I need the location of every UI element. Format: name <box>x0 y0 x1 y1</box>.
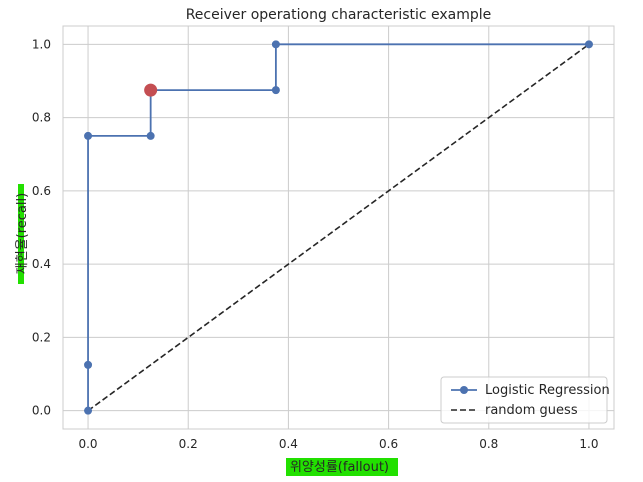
legend-label-random-guess: random guess <box>485 403 578 418</box>
legend: Logistic Regression random guess <box>440 376 610 424</box>
y-tick-label: 0.8 <box>32 111 51 125</box>
y-axis-label: 재현율(recall) <box>15 193 30 274</box>
y-tick-label: 0.0 <box>32 404 51 418</box>
series-line-logistic-regression <box>87 43 589 411</box>
x-tick-label: 1.0 <box>579 437 598 451</box>
x-tick-label: 0.6 <box>379 437 398 451</box>
x-tick-label: 0.0 <box>78 437 97 451</box>
grid <box>63 26 614 429</box>
x-tick-label: 0.8 <box>479 437 498 451</box>
y-axis-label-highlight <box>18 184 24 284</box>
y-tick-label: 0.2 <box>32 330 51 344</box>
series-line-random-guess <box>87 43 590 412</box>
y-tick-label: 0.4 <box>32 257 51 271</box>
data-point <box>84 131 93 140</box>
data-point <box>84 360 93 369</box>
x-tick-label: 0.2 <box>179 437 198 451</box>
plot-frame <box>62 25 615 430</box>
series-layer <box>84 40 593 415</box>
data-point <box>146 131 155 140</box>
data-point <box>584 40 593 49</box>
y-tick-label: 0.6 <box>32 184 51 198</box>
data-point <box>271 86 280 95</box>
x-axis-label-highlight <box>286 458 398 476</box>
legend-box <box>440 376 608 424</box>
data-point <box>271 40 280 49</box>
chart-title: Receiver operationg characteristic examp… <box>186 7 492 23</box>
x-axis-label: 위양성률(fallout) <box>290 460 389 475</box>
tick-labels: 0.0 0.2 0.4 0.6 0.8 1.0 0.0 0.2 0.4 0.6 0.8 1.0 <box>32 37 599 451</box>
legend-marker-logistic-regression <box>460 386 468 394</box>
x-tick-label: 0.4 <box>279 437 298 451</box>
legend-label-logistic-regression: Logistic Regression <box>485 383 610 398</box>
data-point <box>84 406 93 415</box>
y-tick-label: 1.0 <box>32 37 51 51</box>
highlight-point <box>144 83 158 97</box>
